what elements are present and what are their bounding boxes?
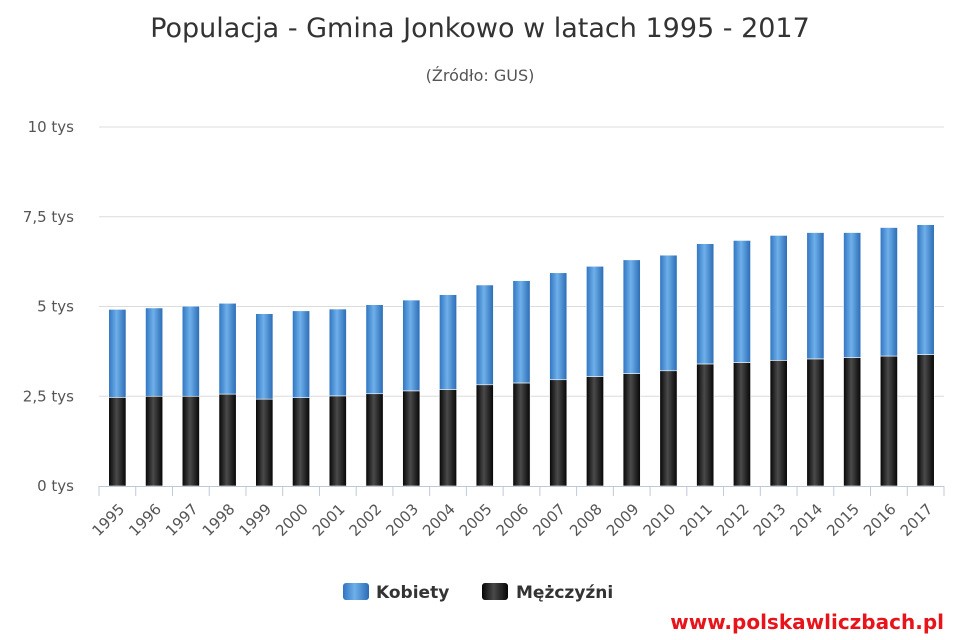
bar-mezczyzni-2011[interactable]: [696, 363, 715, 487]
x-tick-label: 2007: [529, 500, 569, 540]
x-tick-label: 2012: [713, 500, 753, 540]
x-tick-label: 2003: [382, 500, 422, 540]
bar-kobiety-2009[interactable]: [622, 259, 641, 374]
bar-mezczyzni-1999[interactable]: [255, 398, 274, 487]
bar-mezczyzni-2006[interactable]: [512, 382, 531, 487]
bar-mezczyzni-1997[interactable]: [181, 395, 200, 487]
bar-kobiety-2002[interactable]: [365, 304, 384, 395]
bar-mezczyzni-1998[interactable]: [218, 393, 237, 487]
bar-mezczyzni-2009[interactable]: [622, 373, 641, 487]
bar-kobiety-1997[interactable]: [181, 305, 200, 397]
bar-mezczyzni-2010[interactable]: [659, 370, 678, 487]
bar-mezczyzni-2003[interactable]: [402, 390, 421, 487]
bar-mezczyzni-2013[interactable]: [769, 360, 788, 487]
y-axis: 0 tys 2,5 tys 5 tys 7,5 tys 10 tys: [23, 118, 74, 495]
legend: Kobiety Mężczyźni: [343, 583, 613, 603]
bar-kobiety-2000[interactable]: [292, 310, 310, 398]
y-tick-label: 10 tys: [28, 118, 75, 136]
x-tick-label: 1996: [125, 500, 165, 540]
bar-kobiety-1999[interactable]: [255, 313, 274, 400]
x-tick-label: 1999: [235, 500, 275, 540]
bar-kobiety-2006[interactable]: [512, 280, 531, 384]
bar-kobiety-2001[interactable]: [328, 308, 347, 397]
bar-mezczyzni-2016[interactable]: [879, 355, 898, 487]
x-tick-label: 2004: [419, 500, 459, 540]
bar-kobiety-2016[interactable]: [879, 227, 898, 357]
x-tick-label: 2005: [456, 500, 496, 540]
x-tick-label: 2006: [493, 500, 533, 540]
x-tick-label: 1995: [88, 500, 128, 540]
legend-swatch-kobiety[interactable]: [343, 583, 369, 600]
x-tick-label: 2009: [603, 500, 643, 540]
bar-mezczyzni-1995[interactable]: [108, 397, 127, 487]
bar-kobiety-1996[interactable]: [145, 307, 164, 397]
chart-subtitle: (Źródło: GUS): [426, 66, 535, 85]
y-tick-label: 2,5 tys: [23, 387, 74, 405]
x-axis: 1995199619971998199920002001200220032004…: [88, 486, 945, 540]
bar-kobiety-2017[interactable]: [916, 224, 935, 355]
bar-kobiety-2010[interactable]: [659, 254, 678, 372]
bar-kobiety-2013[interactable]: [769, 235, 788, 361]
bar-kobiety-1995[interactable]: [108, 309, 127, 398]
bar-kobiety-2008[interactable]: [586, 265, 604, 377]
legend-label-mezczyzni[interactable]: Mężczyźni: [516, 583, 613, 603]
x-tick-label: 2002: [346, 500, 386, 540]
x-tick-label: 2015: [823, 500, 863, 540]
bar-mezczyzni-2004[interactable]: [439, 389, 457, 487]
bar-kobiety-2012[interactable]: [733, 240, 751, 363]
x-tick-label: 2013: [750, 500, 790, 540]
bar-mezczyzni-2017[interactable]: [916, 354, 935, 487]
x-tick-label: 2017: [897, 500, 937, 540]
chart-title: Populacja - Gmina Jonkowo w latach 1995 …: [150, 13, 810, 44]
bars: [108, 224, 935, 487]
bar-kobiety-2007[interactable]: [549, 272, 568, 381]
bar-mezczyzni-1996[interactable]: [145, 395, 164, 487]
bar-mezczyzni-2014[interactable]: [806, 358, 825, 487]
x-tick-label: 1997: [162, 500, 202, 540]
y-tick-label: 0 tys: [37, 477, 74, 495]
bar-kobiety-1998[interactable]: [218, 302, 237, 395]
x-tick-label: 2000: [272, 500, 312, 540]
bar-mezczyzni-2008[interactable]: [586, 376, 604, 487]
y-tick-label: 5 tys: [37, 298, 74, 316]
x-tick-label: 2008: [566, 500, 606, 540]
bar-kobiety-2005[interactable]: [475, 284, 494, 386]
bar-kobiety-2014[interactable]: [806, 232, 825, 360]
x-tick-label: 2001: [309, 500, 349, 540]
bar-kobiety-2003[interactable]: [402, 299, 421, 392]
y-tick-label: 7,5 tys: [23, 208, 74, 226]
bar-mezczyzni-2000[interactable]: [292, 397, 310, 487]
x-tick-label: 2014: [787, 500, 827, 540]
bar-kobiety-2004[interactable]: [439, 294, 457, 390]
bar-mezczyzni-2015[interactable]: [843, 357, 862, 487]
x-tick-label: 2016: [860, 500, 900, 540]
bar-kobiety-2015[interactable]: [843, 232, 862, 358]
bar-mezczyzni-2012[interactable]: [733, 362, 751, 487]
bar-mezczyzni-2005[interactable]: [475, 384, 494, 487]
legend-swatch-mezczyzni[interactable]: [482, 583, 508, 600]
x-tick-label: 2010: [640, 500, 680, 540]
bar-mezczyzni-2007[interactable]: [549, 379, 568, 487]
legend-label-kobiety[interactable]: Kobiety: [376, 583, 449, 603]
bar-mezczyzni-2002[interactable]: [365, 393, 384, 487]
bar-kobiety-2011[interactable]: [696, 243, 715, 365]
x-tick-label: 2011: [676, 500, 716, 540]
bar-mezczyzni-2001[interactable]: [328, 395, 347, 487]
x-tick-label: 1998: [199, 500, 239, 540]
watermark: www.polskawliczbach.pl: [670, 610, 944, 634]
